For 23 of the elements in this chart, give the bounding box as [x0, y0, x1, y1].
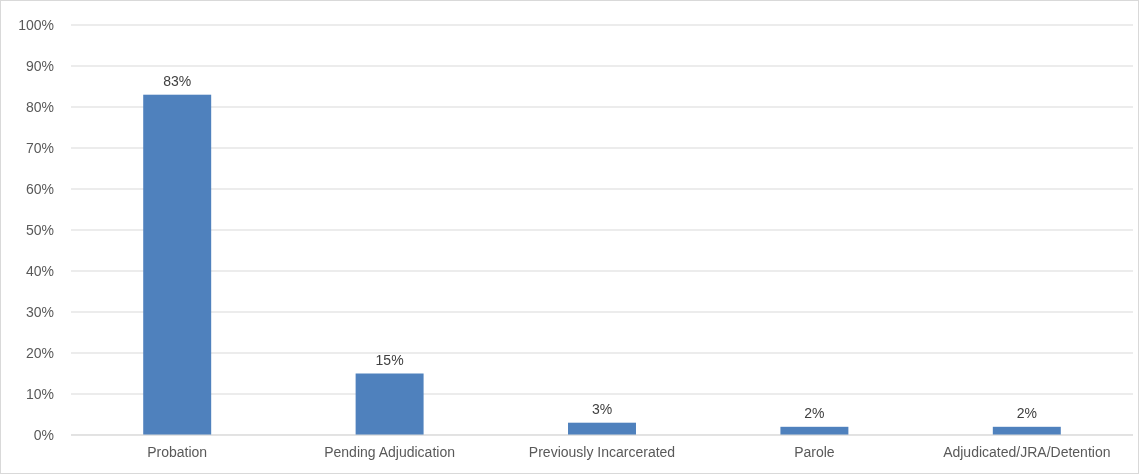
x-tick-label: Adjudicated/JRA/Detention	[943, 444, 1111, 460]
bar	[355, 373, 424, 435]
data-label: 15%	[375, 351, 404, 368]
data-label: 83%	[163, 72, 192, 89]
x-tick-label: Parole	[794, 444, 835, 460]
y-tick-label: 60%	[25, 180, 54, 197]
y-tick-label: 70%	[25, 139, 54, 156]
y-tick-label: 20%	[25, 344, 54, 361]
x-tick-label: Pending Adjudication	[324, 444, 455, 460]
y-tick-label: 100%	[18, 16, 54, 33]
data-label: 3%	[591, 400, 613, 417]
bar	[143, 94, 212, 435]
y-tick-label: 10%	[25, 385, 54, 402]
y-tick-label: 90%	[25, 57, 54, 74]
data-label: 2%	[804, 404, 825, 421]
y-tick-label: 50%	[25, 221, 54, 238]
data-label: 2%	[1016, 404, 1037, 421]
x-tick-label: Probation	[147, 444, 208, 460]
y-tick-label: 30%	[25, 303, 54, 320]
y-tick-label: 40%	[25, 262, 54, 279]
x-tick-label: Previously Incarcerated	[528, 444, 676, 460]
y-tick-label: 0%	[33, 426, 54, 443]
y-tick-label: 80%	[25, 98, 54, 115]
